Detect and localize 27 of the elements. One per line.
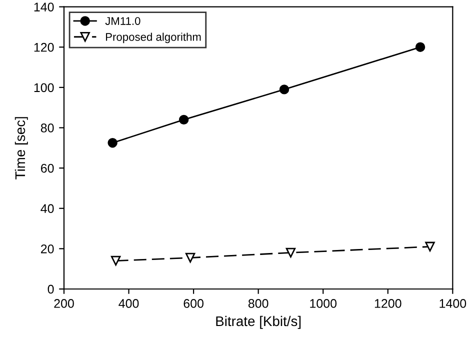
point: [110, 256, 121, 266]
y-tick-label: 100: [34, 83, 54, 92]
x-tick-label: 1200: [374, 299, 402, 308]
x-tick-label: 1000: [310, 299, 337, 308]
y-axis-title: Time [sec]: [14, 117, 28, 180]
y-tick-label: 40: [40, 204, 54, 214]
x-axis-title: Bitrate [Kbit/s]: [216, 316, 301, 329]
legend-label: JM11.0: [105, 17, 140, 25]
x-tick-label: 200: [54, 299, 74, 308]
point: [415, 42, 426, 52]
legend-label: Proposed algorithm: [106, 32, 201, 44]
y-tick-label: 80: [40, 124, 54, 132]
x-tick-label: 600: [184, 299, 204, 308]
point: [425, 242, 435, 252]
point: [279, 84, 290, 94]
y-tick-label: 0: [48, 284, 54, 294]
y-tick-label: 120: [34, 42, 54, 52]
y-tick-label: 20: [40, 244, 54, 254]
point: [178, 114, 189, 125]
x-tick-label: 1400: [440, 299, 466, 308]
x-tick-label: 800: [248, 299, 268, 308]
y-tick-label: 140: [34, 2, 54, 12]
y-tick-label: 60: [41, 164, 54, 173]
x-tick-label: 400: [118, 299, 139, 308]
point: [185, 252, 196, 263]
point: [108, 138, 118, 148]
point: [286, 248, 296, 258]
